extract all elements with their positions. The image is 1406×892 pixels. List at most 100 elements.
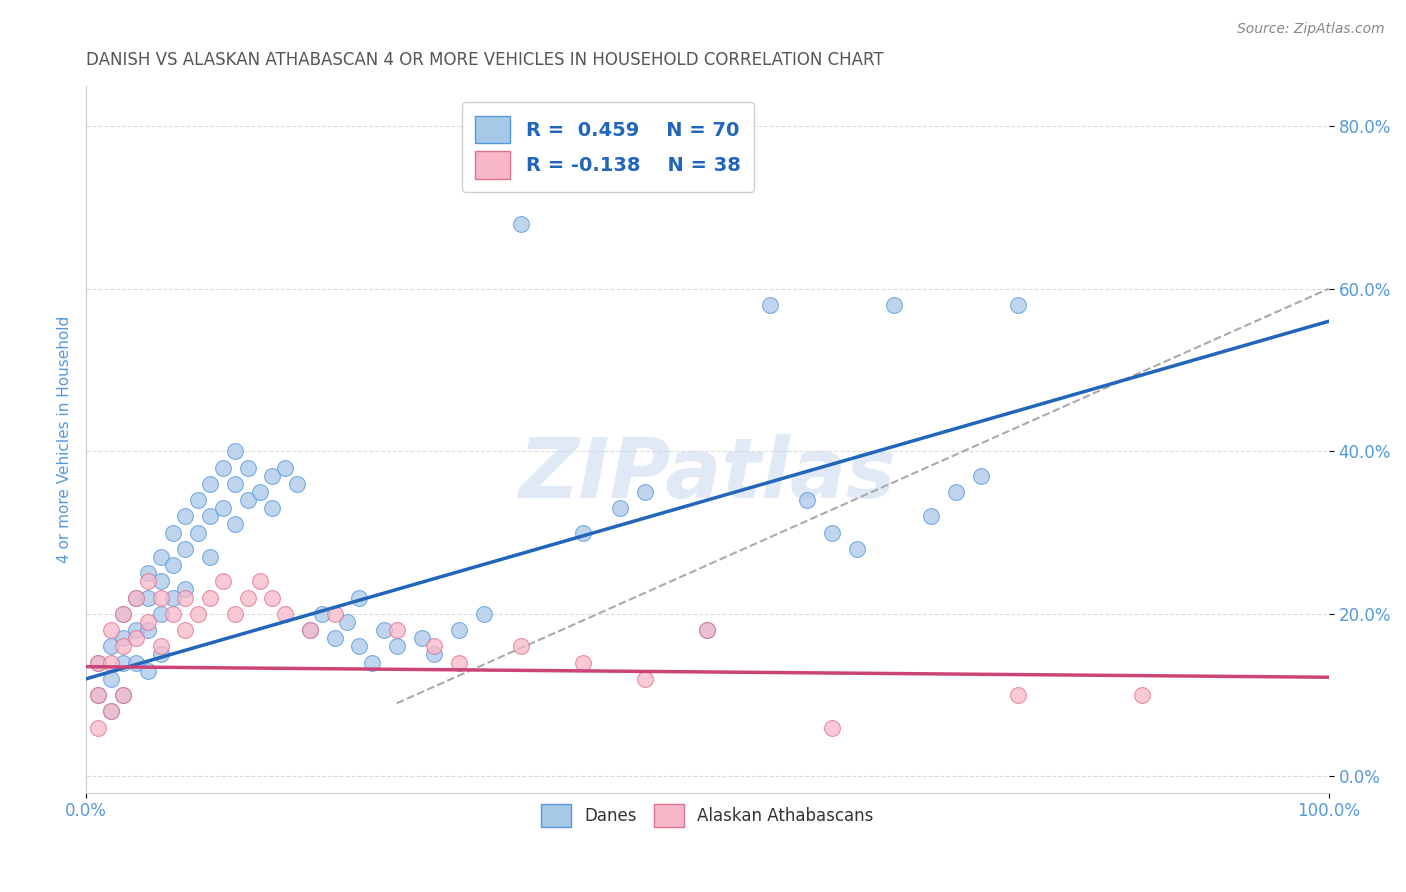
Point <box>423 640 446 654</box>
Point <box>274 460 297 475</box>
Y-axis label: 4 or more Vehicles in Household: 4 or more Vehicles in Household <box>58 316 72 563</box>
Point <box>162 525 184 540</box>
Point <box>385 640 408 654</box>
Point <box>920 509 942 524</box>
Point <box>100 623 122 637</box>
Point <box>87 688 110 702</box>
Point <box>136 566 159 581</box>
Point <box>634 672 657 686</box>
Point <box>149 640 172 654</box>
Point <box>136 574 159 589</box>
Point <box>298 623 321 637</box>
Point <box>112 631 135 645</box>
Point <box>174 582 197 597</box>
Point <box>112 688 135 702</box>
Point <box>112 607 135 621</box>
Point <box>298 623 321 637</box>
Point <box>200 549 222 564</box>
Point <box>125 656 148 670</box>
Legend: Danes, Alaskan Athabascans: Danes, Alaskan Athabascans <box>534 797 880 834</box>
Point <box>274 607 297 621</box>
Point <box>883 298 905 312</box>
Point <box>149 549 172 564</box>
Point <box>149 648 172 662</box>
Point <box>136 591 159 605</box>
Point <box>174 591 197 605</box>
Point <box>136 615 159 629</box>
Point <box>349 591 371 605</box>
Point <box>211 574 233 589</box>
Point <box>100 705 122 719</box>
Point <box>100 672 122 686</box>
Point <box>323 607 346 621</box>
Point <box>224 517 246 532</box>
Point <box>211 501 233 516</box>
Point <box>125 591 148 605</box>
Point <box>572 525 595 540</box>
Point <box>87 656 110 670</box>
Point <box>945 484 967 499</box>
Point <box>224 607 246 621</box>
Point <box>125 623 148 637</box>
Point <box>609 501 631 516</box>
Point <box>174 541 197 556</box>
Point <box>821 721 844 735</box>
Point <box>323 631 346 645</box>
Point <box>112 656 135 670</box>
Point <box>423 648 446 662</box>
Point <box>262 501 284 516</box>
Point <box>249 574 271 589</box>
Point <box>125 631 148 645</box>
Point <box>149 574 172 589</box>
Point <box>200 476 222 491</box>
Point <box>236 493 259 508</box>
Point <box>87 656 110 670</box>
Point <box>236 591 259 605</box>
Point <box>100 656 122 670</box>
Point <box>149 591 172 605</box>
Point <box>385 623 408 637</box>
Point <box>162 591 184 605</box>
Text: ZIPatlas: ZIPatlas <box>519 434 897 515</box>
Point <box>249 484 271 499</box>
Point <box>262 591 284 605</box>
Point <box>125 591 148 605</box>
Point <box>758 298 780 312</box>
Point <box>112 688 135 702</box>
Point <box>796 493 818 508</box>
Point <box>821 525 844 540</box>
Point <box>112 640 135 654</box>
Point <box>634 484 657 499</box>
Point <box>336 615 359 629</box>
Point <box>187 607 209 621</box>
Point <box>311 607 333 621</box>
Point <box>1007 688 1029 702</box>
Text: Source: ZipAtlas.com: Source: ZipAtlas.com <box>1237 22 1385 37</box>
Point <box>696 623 718 637</box>
Point <box>361 656 384 670</box>
Point <box>285 476 308 491</box>
Point <box>696 623 718 637</box>
Point <box>149 607 172 621</box>
Point <box>100 705 122 719</box>
Point <box>510 217 533 231</box>
Point <box>845 541 868 556</box>
Point <box>174 623 197 637</box>
Point <box>211 460 233 475</box>
Text: DANISH VS ALASKAN ATHABASCAN 4 OR MORE VEHICLES IN HOUSEHOLD CORRELATION CHART: DANISH VS ALASKAN ATHABASCAN 4 OR MORE V… <box>86 51 884 69</box>
Point <box>100 640 122 654</box>
Point <box>1007 298 1029 312</box>
Point <box>162 558 184 572</box>
Point <box>174 509 197 524</box>
Point <box>224 444 246 458</box>
Point <box>136 623 159 637</box>
Point <box>224 476 246 491</box>
Point <box>447 656 470 670</box>
Point <box>87 721 110 735</box>
Point <box>112 607 135 621</box>
Point <box>200 591 222 605</box>
Point <box>187 525 209 540</box>
Point <box>572 656 595 670</box>
Point <box>87 688 110 702</box>
Point <box>187 493 209 508</box>
